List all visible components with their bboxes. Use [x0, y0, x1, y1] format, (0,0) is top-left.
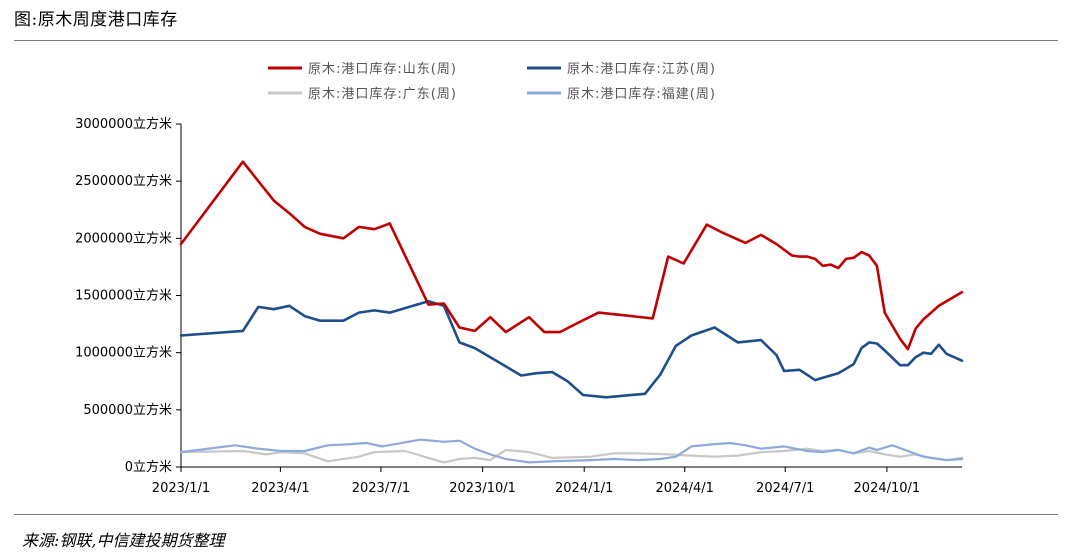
- x-tick-label: 2024/4/1: [656, 481, 714, 496]
- series-line-3: [179, 438, 964, 464]
- x-tick-label: 2023/4/1: [251, 481, 309, 496]
- series-line-1: [179, 299, 964, 399]
- legend-label-1: 原木:港口库存:江苏(周): [567, 61, 716, 77]
- y-tick-label: 1500000立方米: [75, 288, 172, 304]
- plot-area: [179, 160, 964, 464]
- x-tick-label: 2023/7/1: [352, 481, 410, 496]
- x-tick-label: 2023/10/1: [449, 481, 516, 496]
- y-tick-label: 2000000立方米: [75, 230, 172, 246]
- x-axis: 2023/1/1 2023/4/1 2023/7/1 2023/10/1 2024/1/…: [152, 466, 962, 496]
- x-tick-label: 2024/10/1: [854, 481, 921, 496]
- y-tick-label: 3000000立方米: [75, 116, 172, 132]
- x-tick-label: 2024/1/1: [555, 481, 613, 496]
- y-tick-label: 1000000立方米: [75, 345, 172, 361]
- figure-source: 来源:钢联,中信建投期货整理: [22, 531, 225, 550]
- x-tick-label: 2023/1/1: [152, 481, 210, 496]
- legend-label-2: 原木:港口库存:广东(周): [308, 86, 457, 102]
- y-tick-label: 2500000立方米: [75, 173, 172, 189]
- chart-legend: 原木:港口库存:山东(周) 原木:港口库存:江苏(周) 原木:港口库存:广东(周) 原…: [268, 61, 716, 102]
- bottom-divider: [14, 514, 1058, 515]
- top-divider: [14, 40, 1058, 41]
- legend-label-0: 原木:港口库存:山东(周): [308, 61, 457, 77]
- y-tick-label: 0立方米: [125, 459, 172, 475]
- series-line-0: [179, 160, 964, 351]
- y-tick-label: 500000立方米: [83, 402, 172, 418]
- y-axis: 0立方米 500000立方米 1000000立方米 1500000立方米 2000000…: [75, 116, 182, 475]
- legend-label-3: 原木:港口库存:福建(周): [567, 86, 716, 102]
- figure-title: 图:原木周度港口库存: [14, 10, 178, 30]
- x-tick-label: 2024/7/1: [756, 481, 814, 496]
- series-line-2: [179, 447, 964, 464]
